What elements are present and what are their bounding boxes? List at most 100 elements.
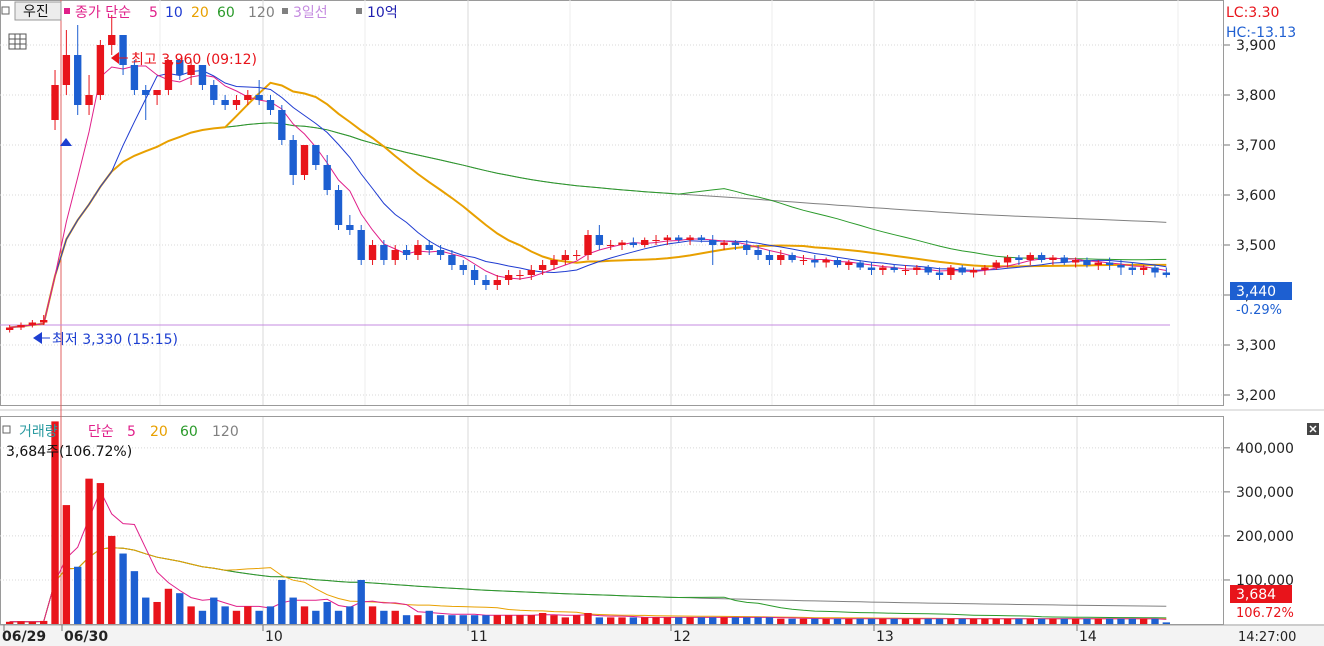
- vol-ma-period-5: 5: [127, 424, 136, 440]
- volume-bar: [777, 618, 785, 624]
- volume-bar: [1037, 618, 1046, 624]
- volume-bar: [901, 618, 910, 624]
- ma-period-120: 120: [248, 5, 275, 21]
- current-change: -0.29%: [1236, 303, 1282, 318]
- volume-bar: [572, 615, 581, 624]
- volume-bar: [618, 617, 626, 624]
- volume-bar: [1162, 622, 1171, 624]
- volume-bar: [992, 618, 1000, 624]
- low-arrow-icon: [33, 332, 42, 344]
- candle-body: [901, 270, 910, 271]
- volume-bar: [1015, 618, 1023, 624]
- volume-tick-label: 200,000: [1236, 529, 1294, 545]
- candle-body: [981, 267, 989, 270]
- stock-name: 우진: [23, 4, 49, 20]
- candle-body: [1071, 260, 1080, 263]
- volume-bar: [788, 618, 796, 624]
- legend-toggle-icon[interactable]: [2, 425, 11, 434]
- candle-body: [1003, 257, 1012, 263]
- candle-body: [470, 270, 479, 280]
- volume-bar: [130, 571, 139, 624]
- candle-body: [5, 327, 14, 330]
- candle-body: [346, 225, 354, 230]
- volume-bar: [697, 617, 706, 624]
- candle-body: [1162, 272, 1171, 275]
- volume-bar: [108, 535, 116, 624]
- price-tick-label: 3,200: [1236, 388, 1276, 404]
- candle-body: [584, 235, 592, 255]
- candle-body: [969, 270, 978, 273]
- candle-body: [74, 55, 82, 105]
- volume-bar: [312, 610, 320, 624]
- candle-body: [935, 272, 944, 275]
- candle-body: [130, 65, 139, 90]
- time-now: 14:27:00: [1238, 630, 1296, 645]
- table-icon[interactable]: [8, 33, 27, 50]
- candle-body: [391, 250, 399, 260]
- candle-body: [380, 245, 388, 260]
- candle-body: [1094, 262, 1102, 265]
- volume-bar: [1060, 618, 1068, 624]
- price-legend: 우진 종가 단순 5 10 20 60 120 3일선 10억: [1, 1, 398, 50]
- candle-body: [266, 100, 275, 110]
- low-label: 최저 3,330 (15:15): [52, 332, 178, 348]
- candle-body: [743, 245, 751, 250]
- candle-body: [289, 140, 297, 175]
- current-volume-tag: [1230, 585, 1292, 603]
- candle-body: [221, 100, 229, 105]
- candle-body: [629, 242, 638, 245]
- legend-marker-icon: [282, 8, 288, 14]
- candle-body: [754, 250, 762, 255]
- vol-ma-period-120: 120: [212, 424, 239, 440]
- candle-body: [618, 242, 626, 245]
- volume-bar: [947, 618, 955, 624]
- candle-body: [210, 85, 218, 100]
- x-axis-band: [0, 626, 1324, 646]
- candle-body: [720, 242, 728, 245]
- candle-body: [96, 45, 105, 95]
- candle-body: [1128, 267, 1136, 270]
- candle-body: [641, 240, 649, 245]
- volume-bar: [765, 617, 774, 624]
- volume-bar: [1003, 618, 1012, 624]
- volume-bar: [561, 617, 570, 624]
- candle-body: [62, 55, 71, 85]
- volume-bar: [811, 618, 819, 624]
- volume-bar: [595, 617, 604, 624]
- candle-body: [323, 165, 331, 190]
- candle-body: [731, 242, 740, 245]
- volume-bar: [85, 478, 93, 624]
- candle-body: [697, 237, 706, 240]
- candle-body: [17, 325, 25, 328]
- candle-body: [414, 245, 422, 255]
- candle-body: [675, 237, 683, 240]
- volume-bar: [550, 615, 558, 624]
- volume-bar: [1105, 618, 1114, 624]
- candle-body: [1015, 257, 1023, 260]
- volume-bar: [402, 615, 411, 624]
- volume-bar: [17, 621, 25, 624]
- candle-body: [153, 90, 161, 95]
- candle-body: [402, 250, 411, 255]
- candle-body: [28, 322, 37, 325]
- volume-bar: [538, 612, 547, 624]
- volume-bar: [935, 618, 944, 624]
- legend-toggle-icon[interactable]: [1, 6, 10, 15]
- candle-body: [187, 65, 195, 75]
- candle-body: [992, 262, 1000, 268]
- high-arrow-icon: [111, 52, 119, 64]
- volume-bar: [663, 617, 672, 624]
- candle-body: [459, 265, 467, 270]
- volume-bar: [924, 618, 932, 624]
- candle-body: [709, 240, 717, 245]
- candle-body: [890, 267, 898, 270]
- volume-bar: [62, 505, 71, 624]
- price-tick-label: 3,900: [1236, 38, 1276, 54]
- volume-bar: [981, 618, 989, 624]
- stock-name-button[interactable]: [14, 1, 62, 21]
- volume-bar: [5, 621, 14, 624]
- candle-body: [1151, 267, 1159, 273]
- candle-body: [232, 100, 241, 105]
- candle-body: [958, 267, 966, 273]
